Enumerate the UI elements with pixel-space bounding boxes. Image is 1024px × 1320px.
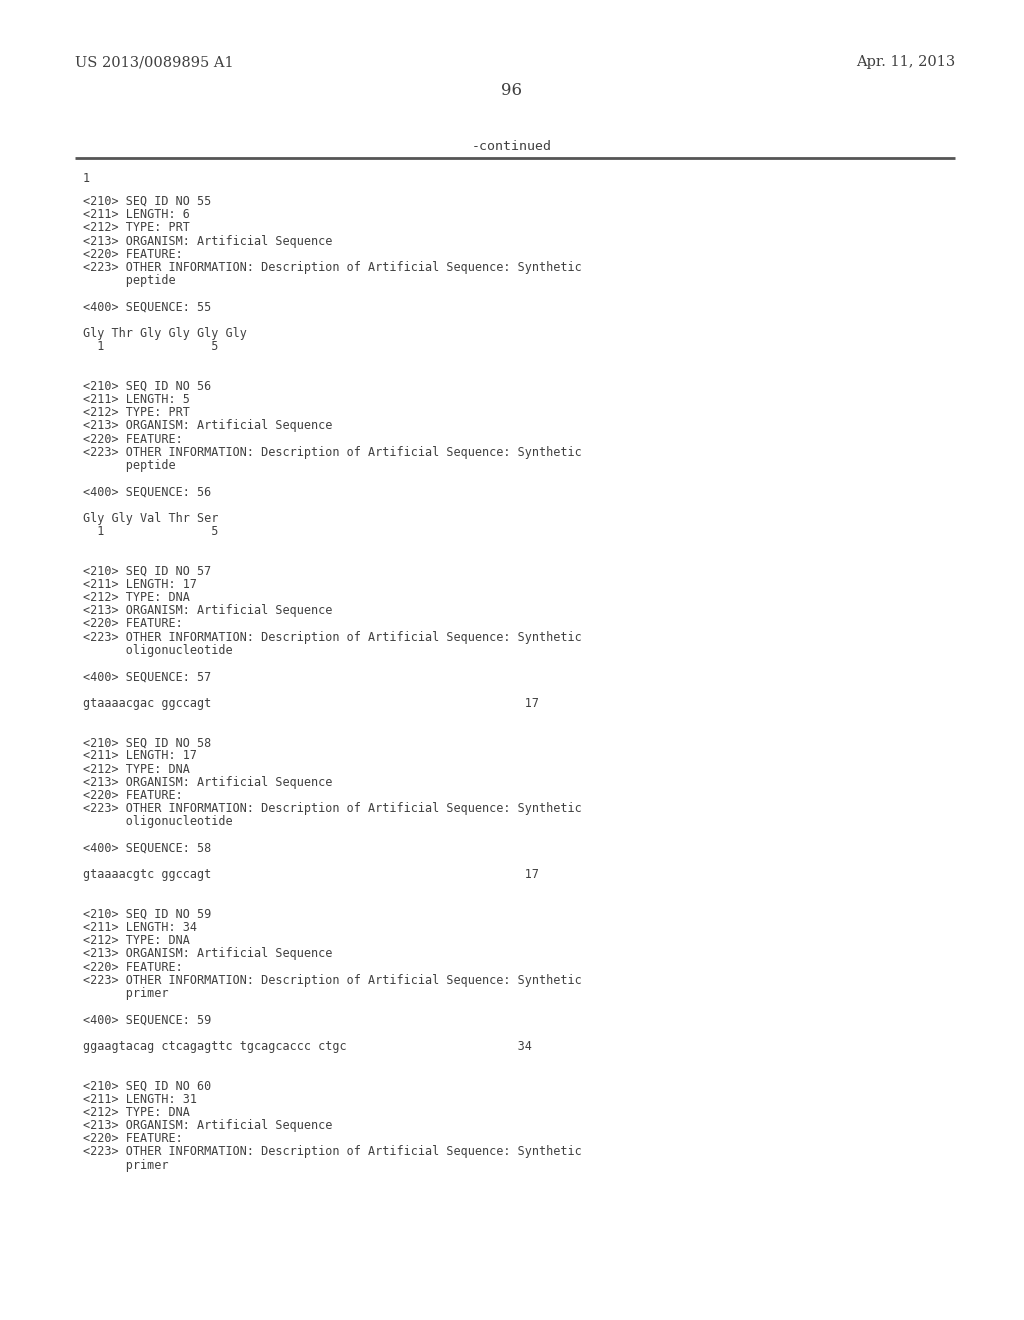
Text: <223> OTHER INFORMATION: Description of Artificial Sequence: Synthetic: <223> OTHER INFORMATION: Description of … [83,1146,582,1159]
Text: <211> LENGTH: 31: <211> LENGTH: 31 [83,1093,197,1106]
Text: <212> TYPE: DNA: <212> TYPE: DNA [83,763,189,776]
Text: <220> FEATURE:: <220> FEATURE: [83,248,182,261]
Text: <210> SEQ ID NO 57: <210> SEQ ID NO 57 [83,565,211,578]
Text: peptide: peptide [83,459,176,473]
Text: <220> FEATURE:: <220> FEATURE: [83,618,182,631]
Text: <210> SEQ ID NO 59: <210> SEQ ID NO 59 [83,908,211,921]
Text: ggaagtacag ctcagagttc tgcagcaccc ctgc                        34: ggaagtacag ctcagagttc tgcagcaccc ctgc 34 [83,1040,531,1053]
Text: <213> ORGANISM: Artificial Sequence: <213> ORGANISM: Artificial Sequence [83,420,333,433]
Text: <213> ORGANISM: Artificial Sequence: <213> ORGANISM: Artificial Sequence [83,235,333,248]
Text: primer: primer [83,1159,169,1172]
Text: <220> FEATURE:: <220> FEATURE: [83,789,182,803]
Text: <210> SEQ ID NO 55: <210> SEQ ID NO 55 [83,195,211,209]
Text: <210> SEQ ID NO 60: <210> SEQ ID NO 60 [83,1080,211,1093]
Text: <211> LENGTH: 5: <211> LENGTH: 5 [83,393,189,407]
Text: <400> SEQUENCE: 59: <400> SEQUENCE: 59 [83,1014,211,1027]
Text: Gly Gly Val Thr Ser: Gly Gly Val Thr Ser [83,512,218,525]
Text: <220> FEATURE:: <220> FEATURE: [83,961,182,974]
Text: <223> OTHER INFORMATION: Description of Artificial Sequence: Synthetic: <223> OTHER INFORMATION: Description of … [83,446,582,459]
Text: <400> SEQUENCE: 57: <400> SEQUENCE: 57 [83,671,211,684]
Text: Apr. 11, 2013: Apr. 11, 2013 [856,55,955,69]
Text: <211> LENGTH: 17: <211> LENGTH: 17 [83,750,197,763]
Text: <213> ORGANISM: Artificial Sequence: <213> ORGANISM: Artificial Sequence [83,948,333,961]
Text: gtaaaacgtc ggccagt                                            17: gtaaaacgtc ggccagt 17 [83,869,539,882]
Text: <212> TYPE: PRT: <212> TYPE: PRT [83,222,189,235]
Text: <223> OTHER INFORMATION: Description of Artificial Sequence: Synthetic: <223> OTHER INFORMATION: Description of … [83,631,582,644]
Text: oligonucleotide: oligonucleotide [83,644,232,657]
Text: <210> SEQ ID NO 58: <210> SEQ ID NO 58 [83,737,211,750]
Text: <211> LENGTH: 17: <211> LENGTH: 17 [83,578,197,591]
Text: oligonucleotide: oligonucleotide [83,816,232,829]
Text: 1               5: 1 5 [83,525,218,539]
Text: <220> FEATURE:: <220> FEATURE: [83,433,182,446]
Text: <213> ORGANISM: Artificial Sequence: <213> ORGANISM: Artificial Sequence [83,605,333,618]
Text: <212> TYPE: DNA: <212> TYPE: DNA [83,1106,189,1119]
Text: <211> LENGTH: 6: <211> LENGTH: 6 [83,209,189,222]
Text: <220> FEATURE:: <220> FEATURE: [83,1133,182,1146]
Text: <223> OTHER INFORMATION: Description of Artificial Sequence: Synthetic: <223> OTHER INFORMATION: Description of … [83,974,582,987]
Text: US 2013/0089895 A1: US 2013/0089895 A1 [75,55,233,69]
Text: peptide: peptide [83,275,176,288]
Text: Gly Thr Gly Gly Gly Gly: Gly Thr Gly Gly Gly Gly [83,327,247,341]
Text: <400> SEQUENCE: 56: <400> SEQUENCE: 56 [83,486,211,499]
Text: <223> OTHER INFORMATION: Description of Artificial Sequence: Synthetic: <223> OTHER INFORMATION: Description of … [83,261,582,275]
Text: <400> SEQUENCE: 55: <400> SEQUENCE: 55 [83,301,211,314]
Text: <212> TYPE: DNA: <212> TYPE: DNA [83,935,189,948]
Text: primer: primer [83,987,169,1001]
Text: 1: 1 [83,172,90,185]
Text: <213> ORGANISM: Artificial Sequence: <213> ORGANISM: Artificial Sequence [83,1119,333,1133]
Text: <400> SEQUENCE: 58: <400> SEQUENCE: 58 [83,842,211,855]
Text: <210> SEQ ID NO 56: <210> SEQ ID NO 56 [83,380,211,393]
Text: -continued: -continued [472,140,552,153]
Text: gtaaaacgac ggccagt                                            17: gtaaaacgac ggccagt 17 [83,697,539,710]
Text: 1               5: 1 5 [83,341,218,354]
Text: <213> ORGANISM: Artificial Sequence: <213> ORGANISM: Artificial Sequence [83,776,333,789]
Text: 96: 96 [502,82,522,99]
Text: <212> TYPE: DNA: <212> TYPE: DNA [83,591,189,605]
Text: <223> OTHER INFORMATION: Description of Artificial Sequence: Synthetic: <223> OTHER INFORMATION: Description of … [83,803,582,816]
Text: <211> LENGTH: 34: <211> LENGTH: 34 [83,921,197,935]
Text: <212> TYPE: PRT: <212> TYPE: PRT [83,407,189,420]
